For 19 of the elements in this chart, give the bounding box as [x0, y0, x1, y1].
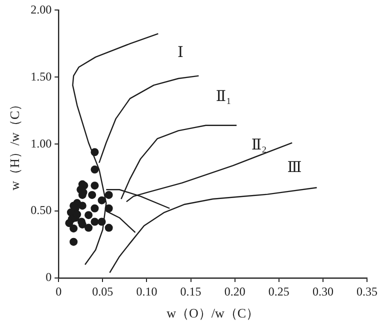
y-tick-label: 0 [46, 270, 52, 284]
x-tick-label: 0.30 [312, 284, 334, 298]
y-axis-title: w（H）/w（C） [7, 98, 22, 190]
annotation: Ⅰ [177, 44, 184, 61]
annotation: Ⅲ [287, 160, 302, 176]
x-tick-label: 0.10 [136, 284, 158, 298]
y-tick-label: 0.50 [30, 203, 52, 218]
annotation: Ⅱ₁ [216, 89, 232, 106]
y-tick-label: 2.00 [30, 2, 52, 16]
x-axis-title: w（O）/w（C） [166, 306, 260, 321]
annotation: Ⅱ₂ [251, 137, 267, 154]
y-tick-label: 1.50 [30, 69, 52, 84]
x-tick-label: 0 [56, 284, 62, 298]
x-tick-label: 0.15 [180, 284, 202, 298]
x-tick-label: 0.05 [92, 284, 114, 298]
x-tick-label: 0.25 [268, 284, 290, 298]
y-tick-label: 1.00 [30, 136, 52, 150]
x-tick-label: 0.35 [356, 284, 378, 298]
x-tick-label: 0.20 [224, 284, 246, 298]
